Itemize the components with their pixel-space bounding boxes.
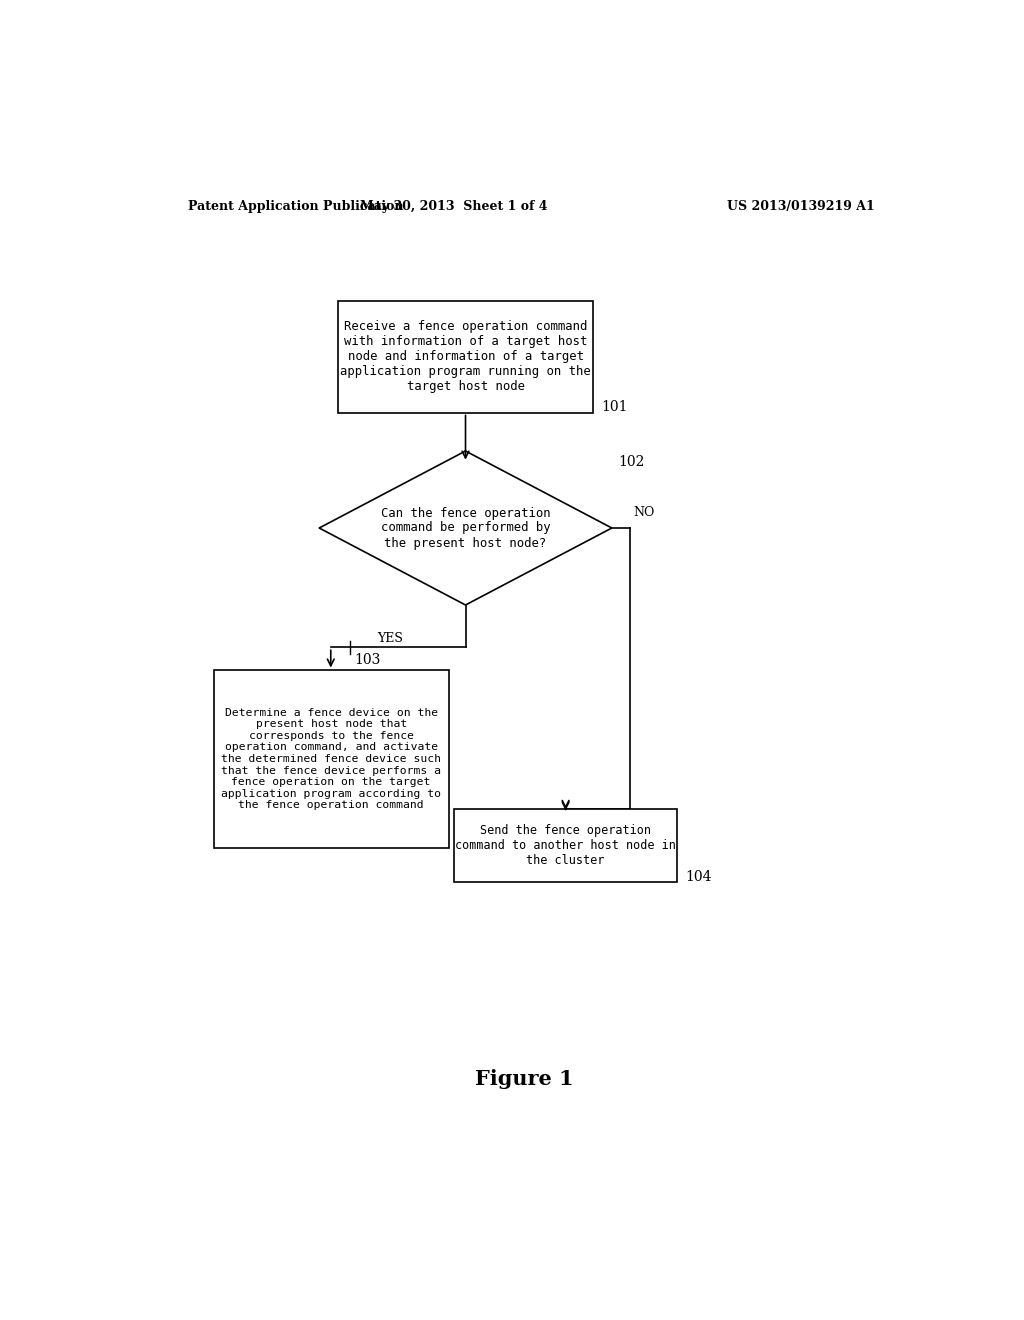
Text: May 30, 2013  Sheet 1 of 4: May 30, 2013 Sheet 1 of 4 xyxy=(360,199,548,213)
Bar xyxy=(214,671,449,847)
Text: Can the fence operation
command be performed by
the present host node?: Can the fence operation command be perfo… xyxy=(381,507,550,549)
Text: Patent Application Publication: Patent Application Publication xyxy=(188,199,403,213)
Text: Receive a fence operation command
with information of a target host
node and inf: Receive a fence operation command with i… xyxy=(340,321,591,393)
Text: NO: NO xyxy=(634,506,654,519)
Text: Figure 1: Figure 1 xyxy=(475,1069,574,1089)
Text: 102: 102 xyxy=(617,455,644,469)
Text: 104: 104 xyxy=(685,870,712,884)
Text: Determine a fence device on the
present host node that
corresponds to the fence
: Determine a fence device on the present … xyxy=(221,708,441,810)
Text: 103: 103 xyxy=(354,652,380,667)
Text: 101: 101 xyxy=(602,400,629,414)
Bar xyxy=(454,809,677,882)
Bar xyxy=(339,301,593,412)
Text: Send the fence operation
command to another host node in
the cluster: Send the fence operation command to anot… xyxy=(456,824,676,867)
Text: YES: YES xyxy=(378,632,403,645)
Text: US 2013/0139219 A1: US 2013/0139219 A1 xyxy=(727,199,874,213)
